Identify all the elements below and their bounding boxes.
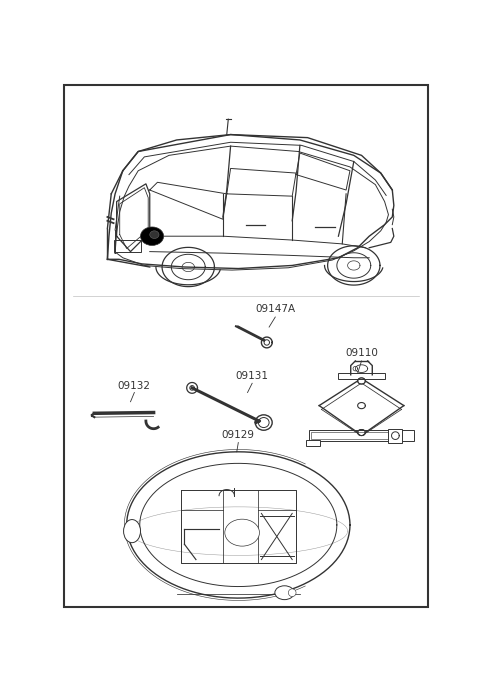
Text: 09132: 09132 bbox=[118, 381, 151, 390]
Text: 09147A: 09147A bbox=[255, 303, 295, 314]
FancyBboxPatch shape bbox=[338, 373, 384, 379]
Ellipse shape bbox=[123, 519, 141, 543]
FancyBboxPatch shape bbox=[309, 430, 414, 441]
Circle shape bbox=[288, 589, 296, 597]
Text: 09110: 09110 bbox=[345, 347, 378, 358]
Ellipse shape bbox=[141, 227, 164, 245]
FancyBboxPatch shape bbox=[306, 440, 320, 447]
Text: 09131: 09131 bbox=[236, 371, 269, 381]
Ellipse shape bbox=[150, 231, 159, 238]
Text: 09129: 09129 bbox=[222, 430, 255, 440]
FancyBboxPatch shape bbox=[312, 432, 388, 440]
FancyBboxPatch shape bbox=[388, 429, 402, 443]
Ellipse shape bbox=[258, 418, 269, 427]
Ellipse shape bbox=[225, 519, 260, 546]
Ellipse shape bbox=[255, 415, 272, 430]
Ellipse shape bbox=[275, 586, 294, 599]
